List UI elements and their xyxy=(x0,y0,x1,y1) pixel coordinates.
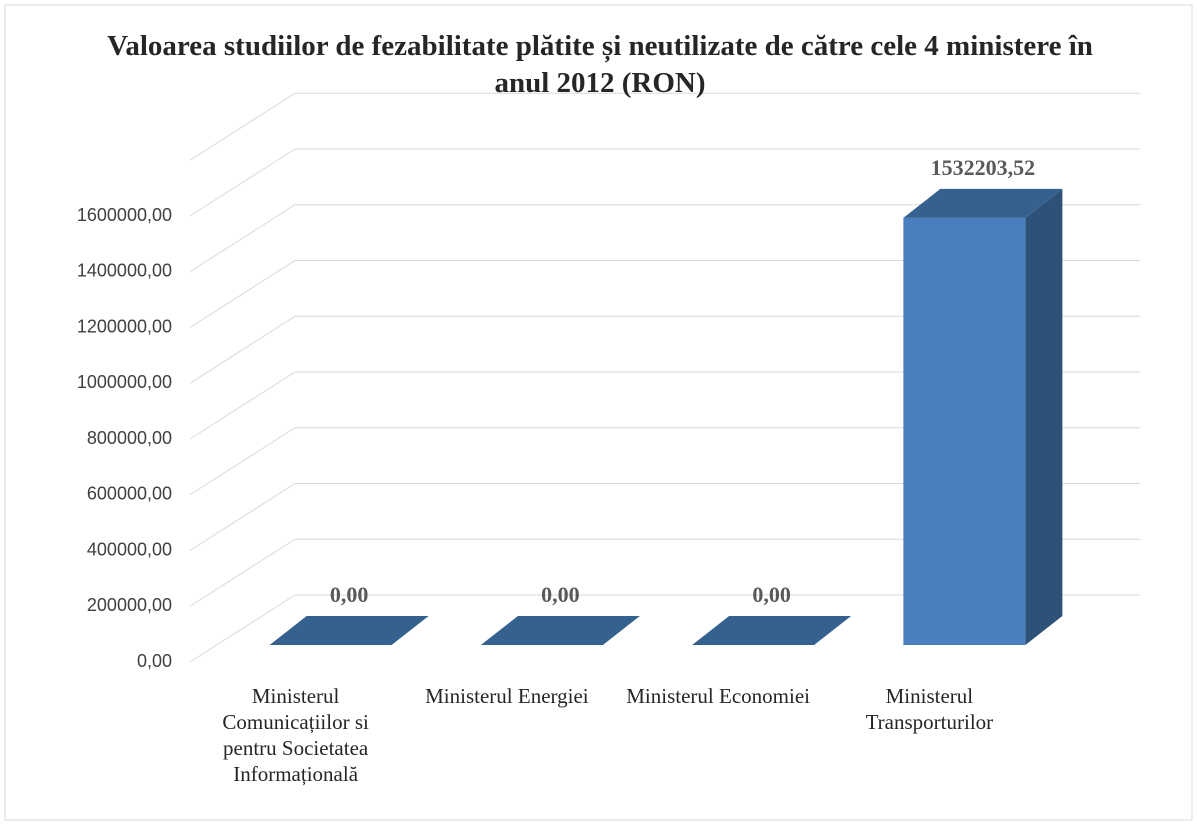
grid-line xyxy=(189,148,1140,217)
bar-top xyxy=(269,616,429,645)
x-tick-label: Ministerul Economiei xyxy=(626,684,810,708)
grid-line xyxy=(189,315,1140,384)
value-label: 0,00 xyxy=(752,582,791,607)
grid-line xyxy=(189,483,1140,551)
bar-top xyxy=(480,616,640,645)
y-tick-label: 400000,00 xyxy=(87,539,172,559)
bar-side xyxy=(1025,188,1063,646)
wall-edge xyxy=(189,92,1140,161)
y-tick-label: 600000,00 xyxy=(87,484,172,504)
value-label: 0,00 xyxy=(541,582,580,607)
y-tick-label: 1200000,00 xyxy=(77,316,172,336)
bar-top xyxy=(692,616,852,645)
bar-top xyxy=(903,188,1063,218)
y-tick-label: 1400000,00 xyxy=(77,261,172,281)
bar-front xyxy=(903,217,1026,646)
value-label: 0,00 xyxy=(330,582,369,607)
y-tick-label: 800000,00 xyxy=(87,428,172,448)
grid-line xyxy=(189,427,1140,496)
chart-title: Valoarea studiilor de fezabilitate plăti… xyxy=(107,30,1093,99)
x-tick-label: Ministerul Comunicațiilor si pentru Soci… xyxy=(222,684,369,786)
grid-line xyxy=(189,204,1140,273)
x-tick-label: Ministerul Transporturilor xyxy=(865,684,994,734)
y-tick-label: 200000,00 xyxy=(87,595,172,615)
y-tick-label: 1600000,00 xyxy=(77,205,172,225)
grid-line xyxy=(189,260,1140,328)
grid-line xyxy=(189,594,1140,663)
chart-border xyxy=(4,4,1193,821)
x-tick-label: Ministerul Energiei xyxy=(425,684,589,708)
value-label: 1532203,52 xyxy=(931,155,1036,180)
y-tick-label: 0,00 xyxy=(137,651,172,671)
y-tick-label: 1000000,00 xyxy=(77,372,172,392)
grid-line xyxy=(189,371,1140,440)
grid-line xyxy=(189,538,1140,607)
